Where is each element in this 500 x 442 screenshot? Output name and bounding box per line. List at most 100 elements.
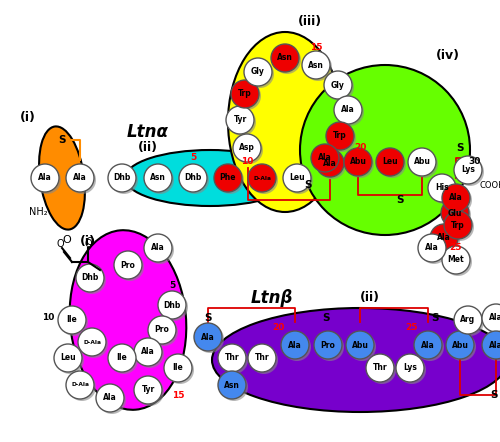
Circle shape (60, 308, 88, 336)
Text: Ala: Ala (489, 340, 500, 350)
Circle shape (446, 331, 474, 359)
Text: 15: 15 (172, 390, 184, 400)
Text: Ala: Ala (318, 153, 332, 163)
Circle shape (233, 134, 261, 162)
Text: Ile: Ile (66, 316, 78, 324)
Text: Ala: Ala (103, 393, 117, 403)
Circle shape (410, 150, 438, 178)
Text: Ala: Ala (73, 174, 87, 183)
Circle shape (196, 325, 224, 353)
Text: Abu: Abu (414, 157, 430, 167)
Circle shape (76, 264, 104, 292)
Text: Ala: Ala (421, 340, 435, 350)
Text: Lys: Lys (461, 165, 475, 175)
Circle shape (146, 166, 174, 194)
Circle shape (248, 344, 276, 372)
Circle shape (66, 164, 94, 192)
Circle shape (414, 331, 442, 359)
Text: Pro: Pro (154, 325, 170, 335)
Circle shape (166, 356, 194, 384)
Text: 20: 20 (272, 324, 284, 332)
Text: Thr: Thr (372, 363, 388, 373)
Text: 30: 30 (469, 157, 481, 167)
Circle shape (108, 164, 136, 192)
Ellipse shape (228, 32, 342, 212)
Circle shape (134, 376, 162, 404)
Text: 5: 5 (169, 281, 175, 290)
Text: Gly: Gly (251, 68, 265, 76)
Text: S: S (456, 143, 464, 153)
Circle shape (136, 378, 164, 406)
Circle shape (376, 148, 404, 176)
Circle shape (311, 144, 339, 172)
Circle shape (246, 60, 274, 88)
Circle shape (482, 304, 500, 332)
Circle shape (66, 371, 94, 399)
Text: O: O (62, 235, 72, 245)
Text: Leu: Leu (382, 157, 398, 167)
Text: Dhb: Dhb (82, 274, 98, 282)
Text: Dhb: Dhb (184, 174, 202, 183)
Text: O: O (64, 235, 72, 245)
Circle shape (456, 308, 484, 336)
Text: Pro: Pro (320, 340, 336, 350)
Text: Asp: Asp (239, 144, 255, 152)
Text: Ala: Ala (489, 313, 500, 323)
Circle shape (220, 373, 248, 401)
Circle shape (442, 246, 470, 274)
Circle shape (214, 164, 242, 192)
Circle shape (456, 158, 484, 186)
Circle shape (418, 234, 446, 262)
Circle shape (220, 346, 248, 374)
Text: NH₂: NH₂ (28, 207, 48, 217)
Text: D-Ala: D-Ala (253, 175, 271, 180)
Text: S: S (490, 390, 498, 400)
Circle shape (318, 151, 346, 179)
Circle shape (233, 82, 261, 110)
Circle shape (444, 186, 472, 214)
Circle shape (446, 213, 474, 241)
Text: Dhb: Dhb (164, 301, 180, 309)
Text: Ala: Ala (425, 244, 439, 252)
Circle shape (150, 318, 178, 346)
Circle shape (334, 96, 362, 124)
Text: (ii): (ii) (360, 292, 380, 305)
Text: Ala: Ala (341, 106, 355, 114)
Text: S: S (396, 195, 404, 205)
Circle shape (96, 384, 124, 412)
Text: Leu: Leu (289, 174, 305, 183)
Text: Asn: Asn (224, 381, 240, 389)
Circle shape (416, 333, 444, 361)
Text: Ltnβ: Ltnβ (251, 289, 293, 307)
Ellipse shape (70, 230, 186, 410)
Circle shape (432, 226, 460, 254)
Text: Tyr: Tyr (234, 115, 246, 125)
Circle shape (396, 354, 424, 382)
Circle shape (398, 356, 426, 384)
Text: Trp: Trp (451, 221, 465, 229)
Text: (iv): (iv) (436, 49, 460, 61)
Circle shape (58, 306, 86, 334)
Circle shape (228, 108, 256, 136)
Circle shape (420, 236, 448, 264)
Circle shape (283, 333, 311, 361)
Text: Met: Met (448, 255, 464, 264)
Circle shape (108, 344, 136, 372)
Text: Ala: Ala (38, 174, 52, 183)
Text: 25: 25 (406, 324, 418, 332)
Circle shape (430, 224, 458, 252)
Circle shape (316, 333, 344, 361)
Circle shape (428, 174, 456, 202)
Circle shape (454, 156, 482, 184)
Text: Ile: Ile (116, 354, 128, 362)
Text: Phe: Phe (220, 174, 236, 183)
Text: Asn: Asn (277, 53, 293, 62)
Circle shape (326, 73, 354, 101)
Ellipse shape (39, 126, 85, 229)
Text: O: O (84, 239, 92, 249)
Ellipse shape (212, 308, 500, 412)
Circle shape (231, 80, 259, 108)
Circle shape (134, 338, 162, 366)
Circle shape (441, 199, 469, 227)
Text: (i): (i) (20, 111, 36, 125)
